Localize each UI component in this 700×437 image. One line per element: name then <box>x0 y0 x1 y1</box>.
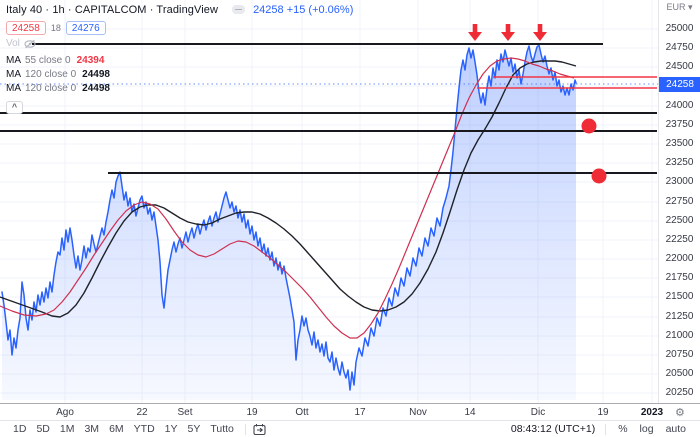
eye-hidden-icon[interactable] <box>24 39 36 49</box>
target-circle[interactable] <box>591 168 607 184</box>
last-price-change: 24258 +15 (+0.06%) <box>253 3 354 16</box>
range-button-6m[interactable]: 6M <box>109 423 124 435</box>
time-tick-label: Dic <box>530 407 546 418</box>
bid-price-button[interactable]: 24258 <box>6 21 46 35</box>
time-tick-label: Ago <box>56 407 74 418</box>
range-button-5y[interactable]: 5Y <box>187 423 201 435</box>
range-button-ytd[interactable]: YTD <box>133 423 155 435</box>
ma55-line <box>0 57 575 339</box>
time-tick-label: Nov <box>409 407 427 418</box>
ask-price-button[interactable]: 24276 <box>65 21 106 35</box>
indicator-value: 24498 <box>82 68 110 80</box>
sell-arrow-icon[interactable] <box>468 24 482 41</box>
bottom-toolbar: 1D 5D 1M 3M 6M YTD 1Y 5Y Tutto 08:43:12 (UTC+1) … <box>0 420 700 437</box>
price-line <box>1 44 577 391</box>
indicator-name: MA <box>6 54 21 66</box>
time-tick-label: 14 <box>464 407 476 418</box>
chart-svg[interactable] <box>0 0 658 403</box>
price-tick-label: 21000 <box>665 330 694 341</box>
price-tick-label: 21750 <box>665 272 694 283</box>
range-button-1y[interactable]: 1Y <box>164 423 178 435</box>
price-tick-label: 25000 <box>665 23 694 34</box>
indicator-value: 24394 <box>76 54 105 66</box>
time-axis[interactable]: ⚙ Ago 22 Set 19 Ott 17 Nov 14 Dic 19 2023 <box>0 403 700 420</box>
sell-arrow-icon[interactable] <box>501 24 515 41</box>
price-tick-label: 23750 <box>665 119 694 130</box>
indicator-name: MA <box>6 82 21 94</box>
time-tick-label: 19 <box>597 407 609 418</box>
price-tick-label: 20250 <box>665 387 694 398</box>
indicator-row[interactable]: MA 55 close 0 24394 <box>6 53 353 67</box>
range-button-5d[interactable]: 5D <box>36 423 50 435</box>
price-tick-label: 22750 <box>665 196 694 207</box>
range-button-tutto[interactable]: Tutto <box>210 423 234 435</box>
indicator-value: 24498 <box>82 82 110 94</box>
ma120-line <box>0 60 577 318</box>
target-circle[interactable] <box>581 118 597 134</box>
price-tick-label: 22500 <box>665 215 694 226</box>
indicator-row[interactable]: MA 120 close 0 24498 <box>6 81 353 95</box>
indicator-legend-rows: MA 55 close 0 24394 MA 120 close 0 24498 MA 120… <box>6 53 353 95</box>
price-area <box>2 45 576 400</box>
indicator-params: 55 close 0 <box>25 54 71 66</box>
spread-value: 18 <box>50 23 61 33</box>
quote-menu-icon[interactable] <box>232 5 246 14</box>
indicator-row[interactable]: MA 120 close 0 24498 <box>6 67 353 81</box>
currency-selector[interactable]: EUR ▾ <box>666 2 693 12</box>
range-buttons: 1D 5D 1M 3M 6M YTD 1Y 5Y Tutto <box>8 423 239 435</box>
time-tick-label: 22 <box>136 407 148 418</box>
price-tick-label: 20500 <box>665 368 694 379</box>
scale-button-auto[interactable]: auto <box>665 423 686 435</box>
sell-arrow-icon[interactable] <box>533 24 547 41</box>
range-button-1m[interactable]: 1M <box>59 423 75 435</box>
axis-settings-gear-icon[interactable]: ⚙ <box>675 407 685 419</box>
indicator-params: 120 close 0 <box>25 82 77 94</box>
go-to-date-icon[interactable] <box>252 423 267 436</box>
toolbar-divider <box>244 423 246 435</box>
price-tick-label: 21250 <box>665 311 694 322</box>
scale-button-log[interactable]: log <box>639 423 654 435</box>
collapse-legend-button[interactable]: ^ <box>6 101 23 114</box>
price-tick-label: 22250 <box>665 234 694 245</box>
time-tick-label: 17 <box>354 407 366 418</box>
time-tick-label: 19 <box>246 407 258 418</box>
chart-legend: Italy 40 · 1h · CAPITALCOM · TradingView… <box>6 2 353 114</box>
volume-indicator-label[interactable]: Vol <box>6 38 20 49</box>
price-tick-label: 24000 <box>665 100 694 111</box>
price-tick-label: 23000 <box>665 176 694 187</box>
current-price-label: 24258 <box>659 77 700 92</box>
scale-buttons: % log auto <box>612 423 692 435</box>
indicator-params: 120 close 0 <box>25 68 77 80</box>
price-tick-label: 24500 <box>665 61 694 72</box>
price-axis[interactable]: EUR ▾ 24258 25000 24750 24500 24000 23750 235… <box>658 0 700 403</box>
scale-button-percent[interactable]: % <box>618 423 628 435</box>
price-tick-label: 21500 <box>665 291 694 302</box>
symbol-title[interactable]: Italy 40 · 1h · CAPITALCOM · TradingView <box>6 3 219 16</box>
time-tick-label: Ott <box>295 407 309 418</box>
clock[interactable]: 08:43:12 (UTC+1) <box>510 423 596 435</box>
price-tick-label: 23250 <box>665 157 694 168</box>
time-tick-label: Set <box>177 407 193 418</box>
range-button-1d[interactable]: 1D <box>13 423 27 435</box>
price-tick-label: 20750 <box>665 349 694 360</box>
time-tick-label: 2023 <box>640 407 664 418</box>
price-tick-label: 24750 <box>665 42 694 53</box>
range-button-3m[interactable]: 3M <box>84 423 100 435</box>
toolbar-divider <box>605 423 607 435</box>
indicator-name: MA <box>6 68 21 80</box>
chart-pane[interactable]: Italy 40 · 1h · CAPITALCOM · TradingView… <box>0 0 658 403</box>
price-tick-label: 22000 <box>665 253 694 264</box>
price-tick-label: 23500 <box>665 138 694 149</box>
